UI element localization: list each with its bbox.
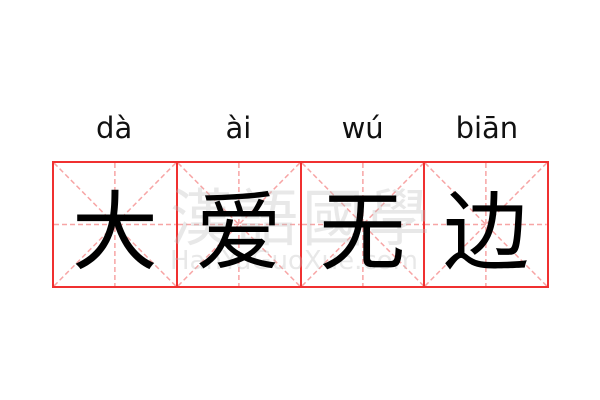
guide-lines [178, 163, 300, 286]
guide-line [178, 163, 300, 286]
guide-line [302, 163, 424, 286]
guide-line [425, 163, 547, 286]
guide-line [54, 163, 176, 286]
pinyin-row: dà ài wú biān [52, 108, 549, 148]
pinyin-1: dà [96, 111, 133, 145]
grid-cell: 爱 [178, 163, 302, 286]
character-3: 无 [319, 183, 406, 283]
guide-line [54, 163, 176, 286]
guide-lines [425, 163, 547, 286]
character-grid: 大 爱 无 边 [52, 161, 549, 288]
character-4: 边 [443, 183, 530, 283]
grid-cell: 边 [425, 163, 547, 286]
pinyin-2: ài [225, 111, 252, 145]
guide-lines [302, 163, 424, 286]
grid-cell: 无 [302, 163, 426, 286]
pinyin-4: biān [455, 111, 519, 145]
guide-line [425, 163, 547, 286]
guide-line [178, 163, 300, 286]
pinyin-3: wú [341, 111, 384, 145]
character-2: 爱 [195, 183, 282, 283]
character-1: 大 [71, 183, 158, 283]
grid-cell: 大 [54, 163, 178, 286]
guide-lines [54, 163, 176, 286]
guide-line [302, 163, 424, 286]
